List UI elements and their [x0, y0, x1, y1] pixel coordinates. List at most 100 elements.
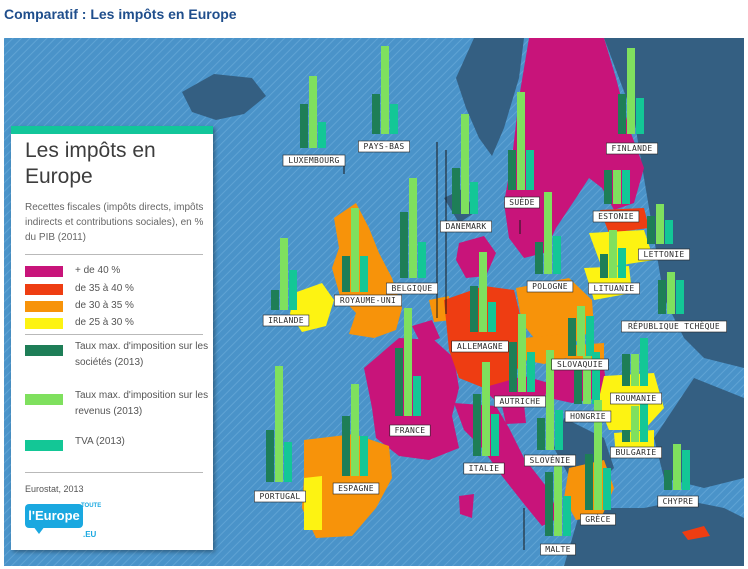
country-bar — [275, 366, 283, 482]
country-label-bg — [621, 320, 727, 333]
country-bar — [618, 248, 626, 278]
country-label: AUTRICHE — [500, 397, 541, 406]
country-bar — [609, 230, 617, 278]
country-bar — [600, 254, 608, 278]
country-label: PORTUGAL — [260, 492, 301, 501]
logo-speech-tail — [33, 526, 45, 534]
country-label: ROYAUME-UNI — [340, 296, 396, 305]
logo-main: l'Europe — [25, 504, 83, 528]
country-label: FRANCE — [395, 426, 426, 435]
country-bar — [545, 472, 553, 536]
toute-leurope-logo[interactable]: l'Europe TOUTE .EU — [25, 502, 103, 542]
country-label: HONGRIE — [570, 412, 606, 421]
country-label-bg — [262, 314, 310, 327]
legend-swatch — [25, 394, 63, 405]
country-bar — [647, 216, 655, 244]
country-bar — [372, 94, 380, 134]
legend-class-3: de 30 à 35 % — [25, 299, 209, 313]
legend-class-label: de 30 à 35 % — [75, 300, 134, 311]
country-bar — [479, 252, 487, 332]
country-bar — [656, 204, 664, 244]
country-bar — [676, 280, 684, 314]
legend-indicator-label: Taux max. d'imposition sur les revenus (… — [75, 390, 209, 417]
country-label: RÉPUBLIQUE TCHÈQUE — [628, 320, 720, 331]
country-bar — [526, 150, 534, 190]
country-bar — [622, 430, 630, 442]
country-label: LUXEMBOURG — [288, 156, 339, 165]
country-label: SUÈDE — [509, 196, 535, 207]
country-label: FINLANDE — [612, 144, 653, 153]
country-label: ITALIE — [469, 464, 500, 473]
country-label: BULGARIE — [616, 448, 657, 457]
country-bar — [673, 444, 681, 490]
country-label-bg — [610, 392, 662, 405]
country-bar — [289, 270, 297, 310]
legend-swatch — [25, 266, 63, 277]
legend-class-label: de 35 à 40 % — [75, 283, 134, 294]
country-bar — [544, 192, 552, 274]
legend-swatch — [25, 345, 63, 356]
country-bar — [482, 362, 490, 456]
legend-swatch — [25, 301, 63, 312]
legend-title: Les impôts en Europe — [25, 139, 156, 188]
country-bar — [518, 314, 526, 392]
country-bar — [568, 318, 576, 356]
country-bar — [592, 352, 600, 404]
country-label-bg — [358, 140, 410, 153]
legend-indicator-label: TVA (2013) — [75, 436, 125, 447]
country-bar — [400, 212, 408, 278]
country-label-bg — [494, 395, 546, 408]
country-bar — [537, 418, 545, 450]
country-bar — [622, 354, 630, 386]
country-label-bg — [564, 410, 612, 423]
country-label: PAYS-BAS — [364, 142, 405, 151]
legend-subtitle: Recettes fiscales (impôts directs, impôt… — [25, 202, 204, 243]
country-labels: LUXEMBOURG PAYS-BAS FINLANDE SUÈDE DANEMARK E… — [254, 140, 727, 556]
country-label: LETTONIE — [644, 250, 685, 259]
country-bar — [266, 430, 274, 482]
legend-divider — [25, 334, 203, 335]
country-bar — [622, 170, 630, 204]
country-bar — [491, 414, 499, 456]
country-bar — [658, 280, 666, 314]
country-bar — [546, 350, 554, 450]
country-bar — [342, 256, 350, 292]
country-bar — [381, 46, 389, 134]
country-bar — [594, 400, 602, 510]
country-label-bg — [610, 446, 662, 459]
legend-divider — [25, 254, 203, 255]
legend-panel: Les impôts en Europe Recettes fiscales (… — [11, 126, 213, 550]
country-label-bg — [524, 454, 576, 467]
country-bar — [631, 354, 639, 386]
country-label-bg — [526, 280, 574, 293]
europe-map: LUXEMBOURG PAYS-BAS FINLANDE SUÈDE DANEMARK E… — [4, 38, 744, 566]
country-bar — [300, 104, 308, 148]
country-bar — [360, 436, 368, 476]
source-note: Eurostat, 2013 — [25, 484, 84, 494]
country-bar — [640, 338, 648, 386]
country-bar — [309, 76, 317, 148]
country-bar — [418, 242, 426, 278]
country-bar — [574, 370, 582, 404]
country-bar — [280, 238, 288, 310]
country-bar — [627, 48, 635, 134]
country-label-bg — [386, 282, 438, 295]
country-label-bg — [282, 154, 346, 167]
country-bar — [473, 394, 481, 456]
legend-class-label: + de 40 % — [75, 265, 121, 276]
legend-class-1: + de 40 % — [25, 264, 209, 278]
country-bar — [665, 220, 673, 244]
country-label: CHYPRE — [663, 497, 694, 506]
country-bar — [488, 302, 496, 332]
country-bar — [555, 410, 563, 450]
country-bar — [636, 98, 644, 134]
legend-class-4: de 25 à 30 % — [25, 316, 209, 330]
country-bar — [640, 402, 648, 442]
country-bar — [577, 306, 585, 356]
country-label-bg — [332, 482, 380, 495]
country-label-bg — [463, 462, 505, 475]
country-bar — [527, 352, 535, 392]
country-bar — [682, 450, 690, 490]
country-label-bg — [451, 340, 509, 353]
country-label-bg — [638, 248, 690, 261]
